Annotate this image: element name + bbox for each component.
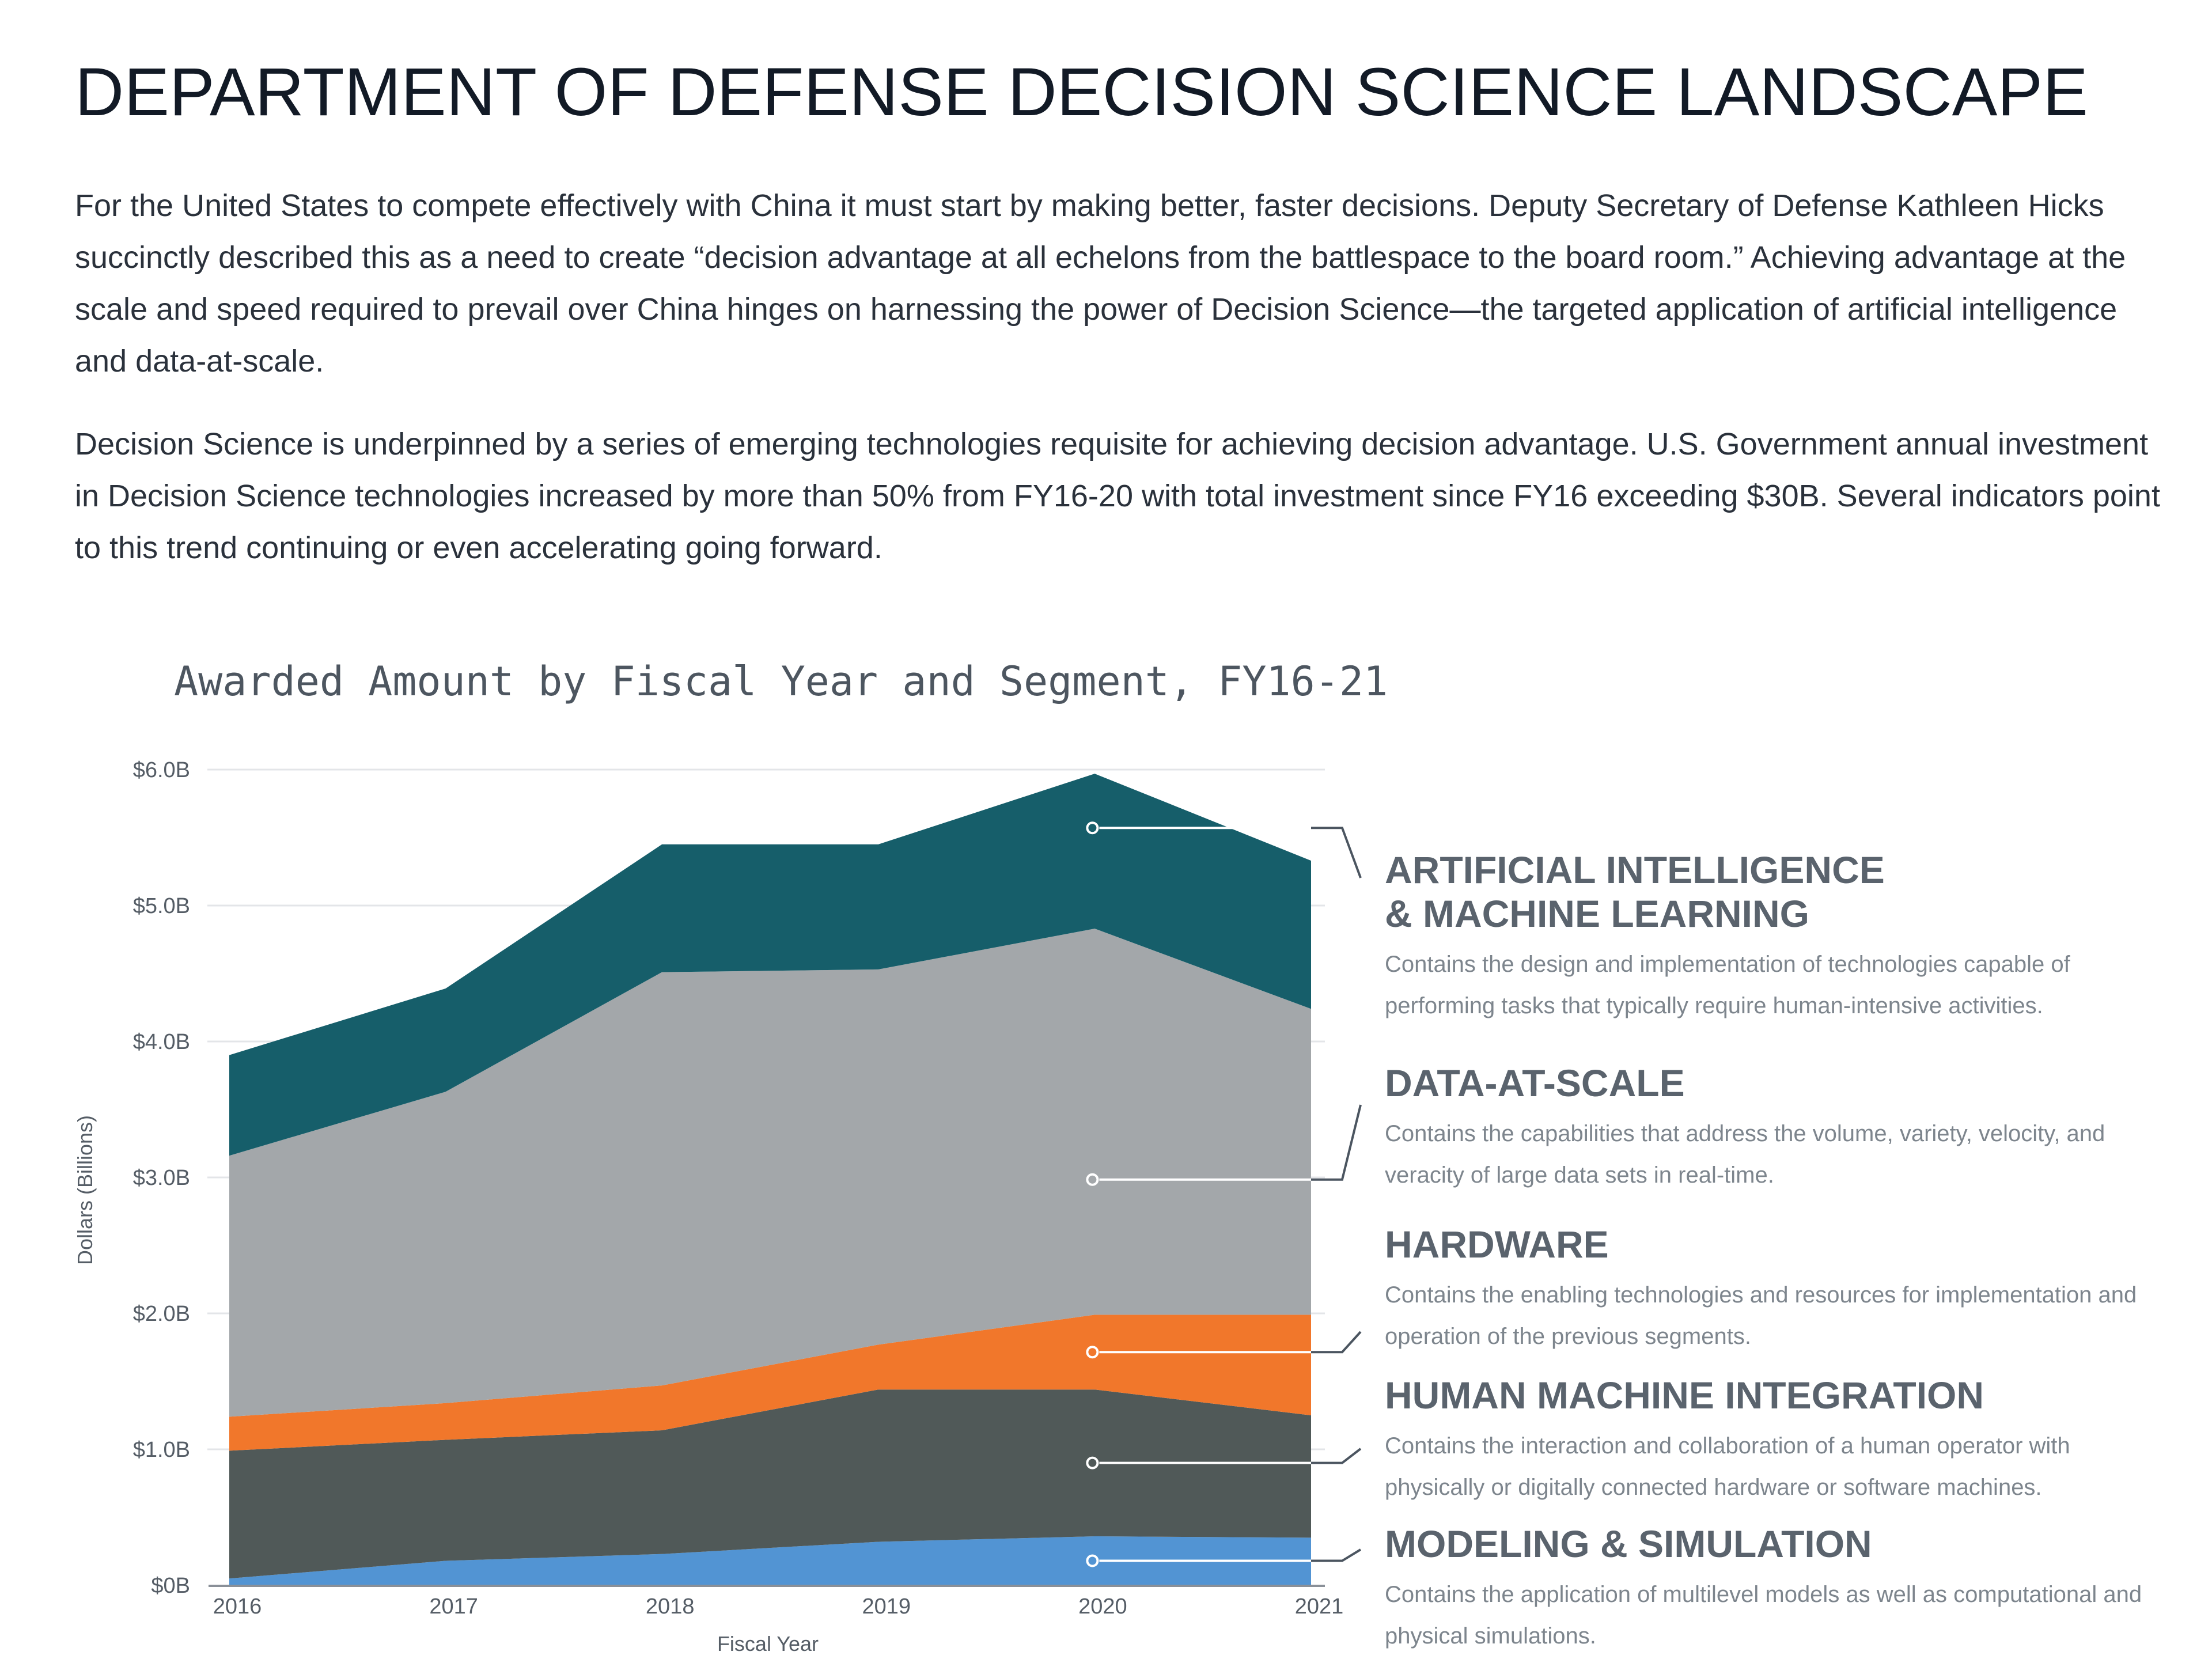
intro-paragraph: For the United States to compete effecti…	[75, 188, 2126, 378]
legend-desc-ai-ml: Contains the design and implementation o…	[1385, 952, 2070, 1018]
legend-desc-human-machine-integration: Contains the interaction and collaborati…	[1385, 1433, 2070, 1500]
y-tick-label: $0B	[151, 1574, 190, 1598]
legend-name-human-machine-integration: HUMAN MACHINE INTEGRATION	[1385, 1374, 1984, 1416]
legend-desc-hardware: Contains the enabling technologies and r…	[1385, 1282, 2137, 1349]
x-tick-label: 2021	[1295, 1594, 1344, 1619]
legend-item-data-at-scale: DATA-AT-SCALE Contains the capabilities …	[1385, 1061, 2157, 1196]
legend-desc-data-at-scale: Contains the capabilities that address t…	[1385, 1121, 2105, 1188]
legend-item-ai-ml: ARTIFICIAL INTELLIGENCE & MACHINE LEARNI…	[1385, 848, 2157, 1027]
legend-name-hardware: HARDWARE	[1385, 1223, 1609, 1266]
y-tick-label: $2.0B	[133, 1302, 190, 1326]
leader-dot	[1086, 1173, 1099, 1186]
legend-item-modeling-simulation: MODELING & SIMULATION Contains the appli…	[1385, 1522, 2157, 1657]
legend-name-data-at-scale: DATA-AT-SCALE	[1385, 1062, 1685, 1104]
legend-name-modeling-simulation: MODELING & SIMULATION	[1385, 1522, 1872, 1565]
leader-dot	[1086, 1456, 1099, 1469]
x-tick-label: 2016	[213, 1594, 262, 1619]
leader-dot	[1086, 1346, 1099, 1359]
legend-leader-lines	[1086, 821, 1362, 1567]
leader-line	[1311, 1548, 1362, 1562]
y-tick-label: $6.0B	[133, 758, 190, 782]
leader-dot	[1086, 821, 1099, 835]
leader-line	[1311, 1331, 1362, 1354]
x-tick-label: 2020	[1078, 1594, 1127, 1619]
x-tick-label: 2019	[862, 1594, 911, 1619]
area-hardware	[229, 1315, 1311, 1451]
investment-paragraph: Decision Science is underpinned by a ser…	[75, 427, 2160, 565]
area-modeling-simulation	[229, 1536, 1311, 1585]
chart-title: Awarded Amount by Fiscal Year and Segmen…	[174, 658, 1388, 705]
leader-line	[1311, 1448, 1362, 1464]
leader-dot	[1086, 1554, 1099, 1567]
legend-name-line-2: & MACHINE LEARNING	[1385, 892, 1809, 935]
legend-name-ai-ml: ARTIFICIAL INTELLIGENCE & MACHINE LEARNI…	[1385, 848, 2157, 935]
axes: $0B $1.0B $2.0B $3.0B $4.0B $5.0B $6.0B 2016 201…	[133, 758, 1344, 1619]
legend-desc-modeling-simulation: Contains the application of multilevel m…	[1385, 1582, 2142, 1649]
area-data-at-scale	[229, 929, 1311, 1417]
area-series	[229, 774, 1311, 1585]
legend-name-line-1: ARTIFICIAL INTELLIGENCE	[1385, 849, 1885, 891]
x-tick-label: 2017	[429, 1594, 478, 1619]
leader-line	[1311, 1104, 1362, 1181]
area-artificial-intelligence-machine-learning	[229, 774, 1311, 1156]
x-tick-label: 2018	[646, 1594, 695, 1619]
y-tick-label: $3.0B	[133, 1166, 190, 1190]
legend-item-human-machine-integration: HUMAN MACHINE INTEGRATION Contains the i…	[1385, 1373, 2157, 1508]
x-axis-title: Fiscal Year	[717, 1632, 819, 1656]
legend-item-hardware: HARDWARE Contains the enabling technolog…	[1385, 1222, 2157, 1357]
y-tick-label: $5.0B	[133, 894, 190, 918]
leader-line	[1311, 827, 1362, 878]
area-human-machine-integration	[229, 1389, 1311, 1579]
y-tick-label: $4.0B	[133, 1030, 190, 1054]
page-title: DEPARTMENT OF DEFENSE DECISION SCIENCE L…	[75, 54, 2088, 130]
y-axis-title: Dollars (Billions)	[73, 1115, 97, 1265]
y-tick-label: $1.0B	[133, 1438, 190, 1462]
